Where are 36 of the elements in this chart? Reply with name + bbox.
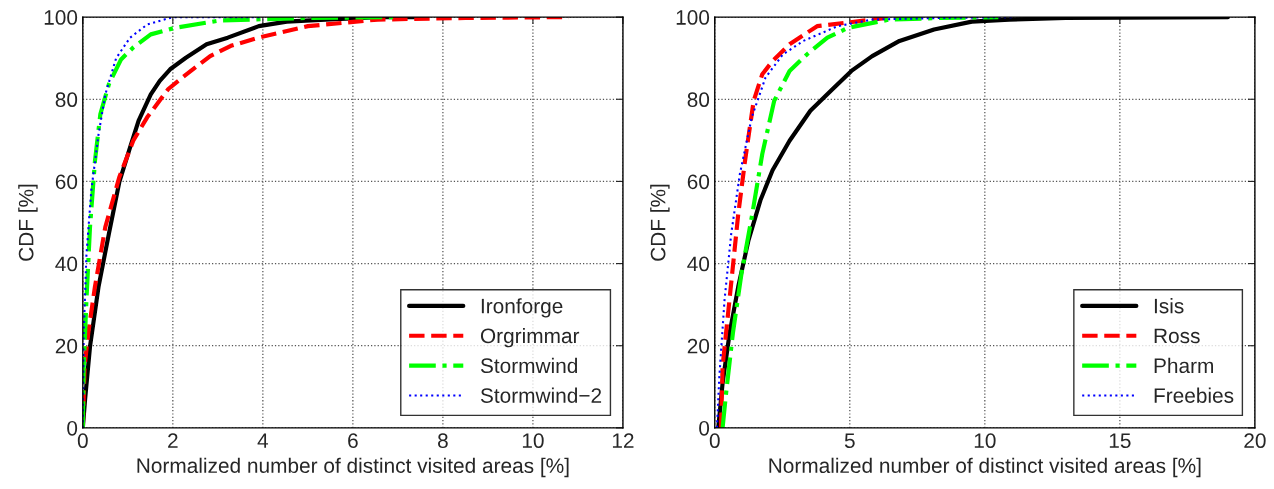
legend-label: Ross (1154, 328, 1200, 344)
x-axis-title: Normalized number of distinct visited areas [%] (769, 457, 1201, 478)
y-tick-label: 80 (55, 92, 78, 108)
x-tick-label: 0 (77, 433, 88, 449)
x-tick-label: 15 (1109, 433, 1131, 449)
legend-label: Ironforge (481, 298, 563, 318)
x-tick-label: 12 (612, 433, 634, 448)
y-tick-label: 100 (44, 10, 78, 25)
legend-label: Freebies (1154, 387, 1234, 403)
x-tick-label: 20 (1244, 433, 1266, 449)
x-tick-label: 2 (168, 433, 178, 448)
x-tick-label: 10 (522, 433, 544, 449)
legend-label: Isis (1154, 298, 1184, 314)
legend-label: Orgrimmar (480, 327, 580, 348)
x-tick-label: 5 (844, 433, 855, 449)
y-tick-label: 100 (676, 10, 710, 25)
x-tick-label: 0 (709, 433, 720, 449)
x-tick-label: 6 (348, 433, 358, 449)
y-tick-label: 40 (687, 256, 710, 272)
x-tick-label: 4 (257, 433, 269, 448)
y-tick-label: 0 (67, 420, 78, 436)
y-tick-label: 40 (55, 256, 78, 272)
y-tick-label: 20 (687, 338, 710, 354)
y-axis-title: CDF [%] (18, 184, 38, 261)
y-tick-label: 80 (687, 92, 710, 108)
y-tick-label: 0 (699, 420, 710, 436)
y-tick-label: 60 (55, 174, 78, 190)
y-tick-label: 60 (687, 174, 710, 190)
x-tick-label: 8 (438, 433, 448, 449)
legend-label: Stormwind (480, 357, 578, 374)
y-tick-label: 20 (55, 338, 78, 354)
x-axis-title: Normalized number of distinct visited areas [%] (137, 457, 569, 478)
legend-label: Pharm (1154, 357, 1213, 374)
y-axis-title: CDF [%] (650, 184, 670, 261)
legend-label: Stormwind−2 (480, 387, 602, 403)
x-tick-label: 10 (974, 433, 996, 449)
